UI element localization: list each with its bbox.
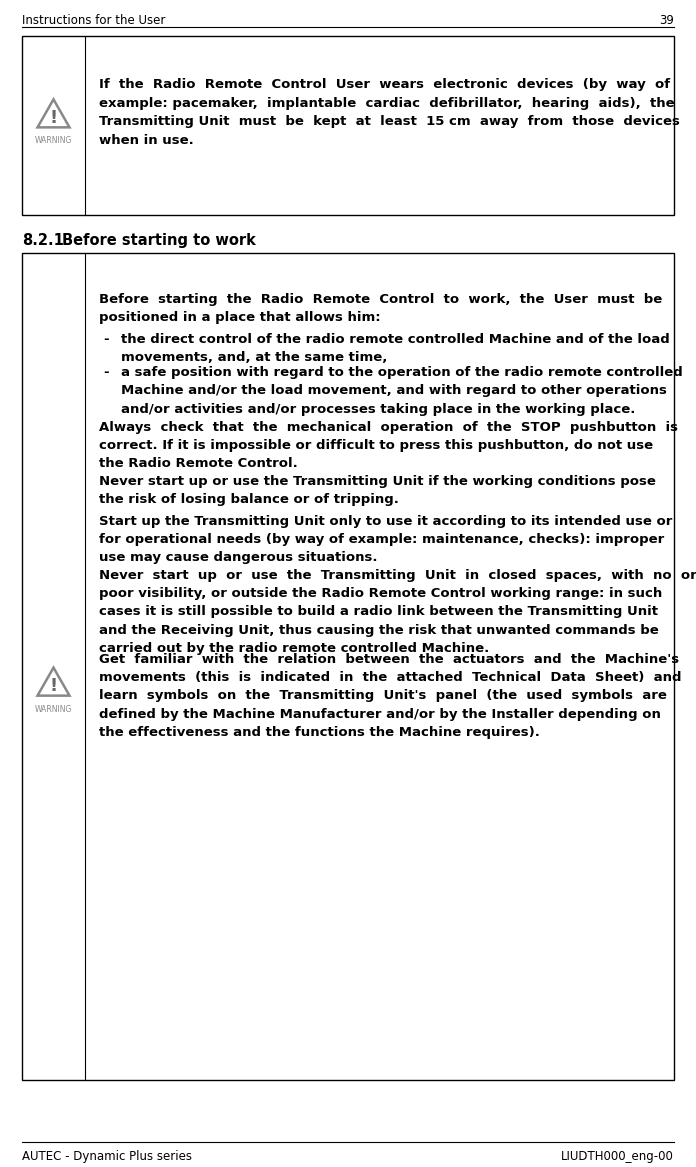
Text: 8.2.1: 8.2.1 [22,233,64,249]
Text: Instructions for the User: Instructions for the User [22,14,166,27]
Bar [22,36,674,215]
Text: Never start up or use the Transmitting Unit if the working conditions pose
the r: Never start up or use the Transmitting U… [99,475,656,506]
Text: a safe position with regard to the operation of the radio remote controlled
Mach: a safe position with regard to the opera… [121,366,683,415]
Text: !: ! [49,109,58,127]
Text: LIUDTH000_eng-00: LIUDTH000_eng-00 [561,1149,674,1163]
Text: Before  starting  the  Radio  Remote  Control  to  work,  the  User  must  be
po: Before starting the Radio Remote Control… [99,293,663,324]
Text: If  the  Radio  Remote  Control  User  wears  electronic  devices  (by  way  of
: If the Radio Remote Control User wears e… [99,78,680,147]
Polygon shape [38,99,70,127]
Text: Before starting to work: Before starting to work [62,233,256,249]
Bar [22,253,674,1079]
Text: Never  start  up  or  use  the  Transmitting  Unit  in  closed  spaces,  with  n: Never start up or use the Transmitting U… [99,569,696,655]
Text: Always  check  that  the  mechanical  operation  of  the  STOP  pushbutton  is
c: Always check that the mechanical operati… [99,420,678,470]
Text: -: - [103,333,109,345]
Text: Start up the Transmitting Unit only to use it according to its intended use or
f: Start up the Transmitting Unit only to u… [99,515,672,564]
Text: WARNING: WARNING [35,137,72,146]
Polygon shape [38,668,70,696]
Text: !: ! [49,677,58,696]
Text: 39: 39 [659,14,674,27]
Text: Get  familiar  with  the  relation  between  the  actuators  and  the  Machine's: Get familiar with the relation between t… [99,654,681,739]
Text: the direct control of the radio remote controlled Machine and of the load
moveme: the direct control of the radio remote c… [121,333,670,364]
Text: WARNING: WARNING [35,705,72,714]
Text: -: - [103,366,109,379]
Text: AUTEC - Dynamic Plus series: AUTEC - Dynamic Plus series [22,1149,192,1163]
